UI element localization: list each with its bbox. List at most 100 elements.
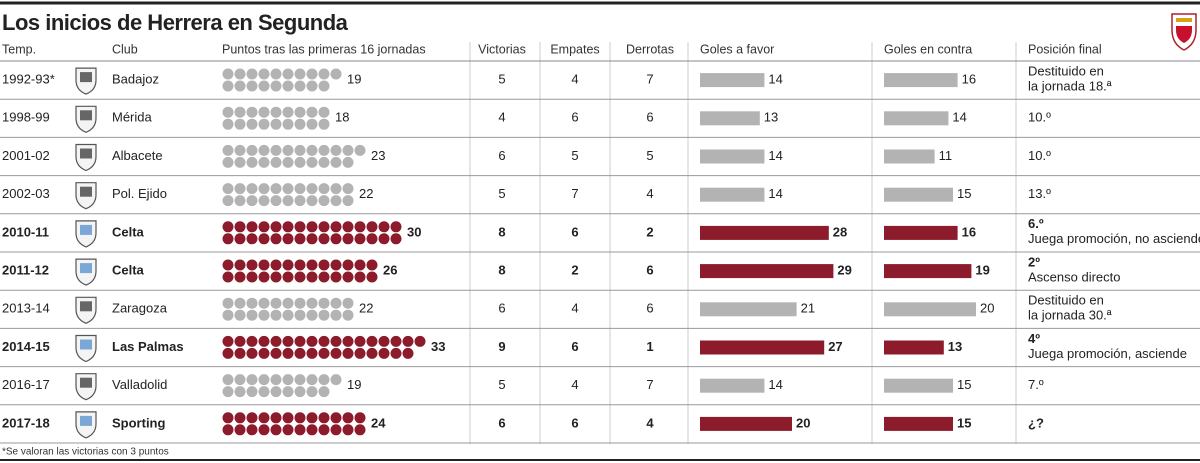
goals-for-bar bbox=[700, 264, 834, 279]
point-dot bbox=[282, 233, 294, 245]
point-dot bbox=[354, 424, 366, 436]
point-dot bbox=[342, 347, 354, 359]
point-dot bbox=[258, 335, 270, 347]
goals-for-label: 27 bbox=[828, 339, 842, 354]
points-dots bbox=[222, 144, 366, 168]
point-dot bbox=[222, 271, 234, 283]
point-dot bbox=[258, 424, 270, 436]
final-position: ¿? bbox=[1028, 415, 1044, 430]
point-dot bbox=[282, 183, 294, 195]
point-dot bbox=[258, 68, 270, 80]
point-dot bbox=[282, 156, 294, 168]
goals-against-label: 16 bbox=[962, 72, 976, 87]
points-label: 30 bbox=[407, 224, 421, 239]
point-dot bbox=[246, 233, 258, 245]
club: Badajoz bbox=[112, 72, 159, 87]
goals-against-label: 13 bbox=[948, 339, 962, 354]
point-dot bbox=[318, 221, 330, 233]
goals-against-bar bbox=[884, 187, 953, 202]
point-dot bbox=[294, 424, 306, 436]
goals-for-label: 21 bbox=[801, 301, 815, 316]
point-dot bbox=[222, 183, 234, 195]
points-label: 26 bbox=[383, 263, 397, 278]
goals-against-bar bbox=[884, 264, 972, 279]
point-dot bbox=[342, 195, 354, 207]
club: Valladolid bbox=[112, 377, 167, 392]
point-dot bbox=[294, 297, 306, 309]
point-dot bbox=[318, 309, 330, 321]
point-dot bbox=[294, 309, 306, 321]
point-dot bbox=[366, 335, 378, 347]
point-dot bbox=[402, 347, 414, 359]
wins: 6 bbox=[498, 415, 505, 430]
point-dot bbox=[234, 374, 246, 386]
wins: 8 bbox=[498, 263, 505, 278]
point-dot bbox=[318, 259, 330, 271]
club: Albacete bbox=[112, 148, 163, 163]
point-dot bbox=[318, 80, 330, 92]
club-crest-detail bbox=[80, 415, 92, 426]
final-position: Destituido en bbox=[1028, 293, 1104, 308]
point-dot bbox=[330, 156, 342, 168]
point-dot bbox=[282, 118, 294, 130]
goals-for-label: 20 bbox=[796, 415, 810, 430]
point-dot bbox=[342, 335, 354, 347]
point-dot bbox=[294, 386, 306, 398]
point-dot bbox=[270, 156, 282, 168]
crest-crown bbox=[1176, 18, 1192, 22]
point-dot bbox=[270, 347, 282, 359]
losses: 1 bbox=[646, 339, 653, 354]
point-dot bbox=[270, 386, 282, 398]
point-dot bbox=[294, 412, 306, 424]
draws: 6 bbox=[571, 415, 578, 430]
point-dot bbox=[306, 68, 318, 80]
point-dot bbox=[330, 412, 342, 424]
point-dot bbox=[234, 335, 246, 347]
goals-for-label: 29 bbox=[837, 263, 851, 278]
point-dot bbox=[306, 106, 318, 118]
point-dot bbox=[306, 118, 318, 130]
point-dot bbox=[318, 195, 330, 207]
point-dot bbox=[342, 424, 354, 436]
point-dot bbox=[306, 297, 318, 309]
title: Los inicios de Herrera en Segunda bbox=[2, 10, 349, 35]
point-dot bbox=[234, 221, 246, 233]
goals-against-label: 15 bbox=[957, 186, 971, 201]
point-dot bbox=[258, 80, 270, 92]
point-dot bbox=[318, 335, 330, 347]
goals-for-bar bbox=[700, 149, 765, 164]
wins: 5 bbox=[498, 377, 505, 392]
points-dots bbox=[222, 183, 354, 207]
point-dot bbox=[282, 374, 294, 386]
point-dot bbox=[318, 347, 330, 359]
point-dot bbox=[306, 156, 318, 168]
column-header: Empates bbox=[550, 42, 599, 56]
point-dot bbox=[246, 386, 258, 398]
point-dot bbox=[246, 297, 258, 309]
point-dot bbox=[222, 106, 234, 118]
point-dot bbox=[282, 424, 294, 436]
point-dot bbox=[246, 335, 258, 347]
final-position: Ascenso directo bbox=[1028, 269, 1121, 284]
point-dot bbox=[246, 309, 258, 321]
point-dot bbox=[258, 118, 270, 130]
point-dot bbox=[270, 118, 282, 130]
point-dot bbox=[234, 386, 246, 398]
point-dot bbox=[294, 80, 306, 92]
point-dot bbox=[234, 297, 246, 309]
point-dot bbox=[342, 271, 354, 283]
losses: 6 bbox=[646, 263, 653, 278]
point-dot bbox=[222, 386, 234, 398]
final-position: la jornada 18.ª bbox=[1028, 78, 1112, 93]
point-dot bbox=[270, 68, 282, 80]
point-dot bbox=[234, 156, 246, 168]
losses: 6 bbox=[646, 301, 653, 316]
point-dot bbox=[234, 412, 246, 424]
goals-for-bar bbox=[700, 187, 765, 202]
column-header: Derrotas bbox=[626, 42, 674, 56]
losses: 7 bbox=[646, 377, 653, 392]
club: Zaragoza bbox=[112, 301, 168, 316]
point-dot bbox=[258, 259, 270, 271]
point-dot bbox=[354, 347, 366, 359]
point-dot bbox=[366, 347, 378, 359]
